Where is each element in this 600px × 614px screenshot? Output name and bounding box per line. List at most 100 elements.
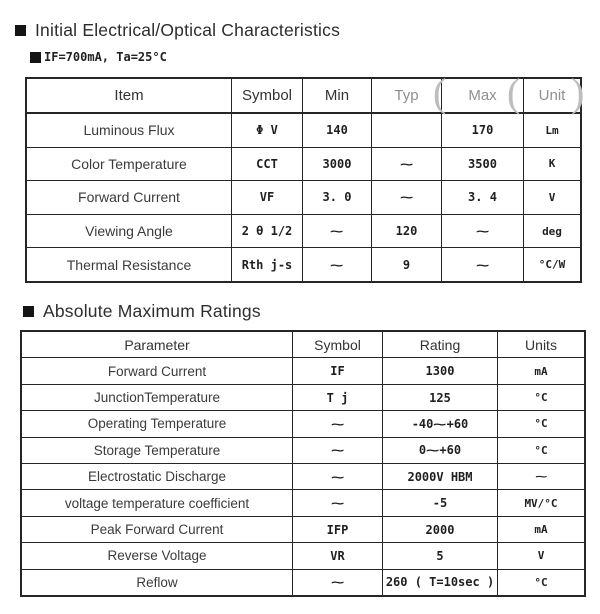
table-row: Reverse Voltage VR 5 V — [22, 543, 584, 570]
symbol-cell: VR — [293, 543, 383, 569]
rating-cell: -40 ~ +60 — [383, 411, 498, 437]
table-row: Electrostatic Discharge ~ 2000V HBM ~ — [22, 464, 584, 491]
rating-cell: 2000 — [383, 516, 498, 543]
symbol-cell: ~ — [293, 464, 383, 490]
units-cell: °C — [534, 391, 548, 405]
max-cell: 3500 — [442, 147, 524, 181]
parameter-name: Storage Temperature — [22, 437, 293, 464]
symbol-cell: Φ V — [232, 114, 303, 147]
units-cell: ~ — [534, 470, 548, 483]
symbol-cell: IF — [293, 358, 383, 384]
typ-cell: ~ — [372, 147, 442, 181]
rating-cell: 5 — [383, 543, 498, 569]
rating-cell: 0 ~ +60 — [383, 437, 498, 464]
typ-cell: 9 — [372, 248, 442, 281]
table-row: Luminous Flux Φ V 140 170 Lm — [27, 114, 580, 148]
min-cell: 3000 — [303, 147, 372, 181]
table-row: Thermal Resistance Rth j-s ~ 9 ~ °C/W — [27, 248, 580, 281]
header-symbol: Symbol — [232, 79, 303, 112]
min-cell: 140 — [303, 114, 372, 147]
units-cell: mA — [534, 364, 548, 378]
item-name: Luminous Flux — [27, 114, 232, 147]
symbol-cell: ~ — [293, 437, 383, 464]
units-cell: °C — [534, 575, 548, 589]
max-cell: 3. 4 — [442, 181, 524, 214]
table-row: voltage temperature coefficient ~ -5 MV/… — [22, 490, 584, 517]
units-cell: V — [537, 549, 545, 563]
parameter-name: Operating Temperature — [22, 411, 293, 437]
max-cell: ~ — [442, 248, 524, 281]
table-row: JunctionTemperature T j 125 °C — [22, 384, 584, 412]
rating-cell: 125 — [383, 384, 498, 411]
unit-cell: °C/W — [538, 258, 566, 272]
section1-title: Initial Electrical/Optical Characteristi… — [15, 20, 340, 41]
symbol-cell: ~ — [293, 490, 383, 516]
header-typ: Typ — [372, 79, 442, 112]
bullet-square-icon — [23, 306, 34, 317]
symbol-cell: CCT — [232, 147, 303, 181]
table-row: Color Temperature CCT 3000 ~ 3500 K — [27, 147, 580, 182]
max-cell: 170 — [442, 114, 524, 147]
test-condition-note: IF=700mA, Ta=25°C — [30, 50, 167, 64]
unit-cell: K — [548, 157, 556, 171]
electro-optical-table: Item Symbol Min Typ Max Unit Luminous Fl… — [25, 77, 582, 283]
parameter-name: Reverse Voltage — [22, 543, 293, 569]
max-cell: ~ — [442, 214, 524, 248]
bullet-square-icon — [15, 25, 26, 36]
unit-cell: deg — [542, 224, 562, 238]
rating-cell: 260 ( T=10sec ) — [383, 569, 498, 596]
table-header-row: Item Symbol Min Typ Max Unit — [27, 79, 580, 114]
table-row: Reflow ~ 260 ( T=10sec ) °C — [22, 569, 584, 596]
parameter-name: voltage temperature coefficient — [22, 490, 293, 516]
header-unit: Unit — [538, 87, 566, 104]
parameter-name: Forward Current — [22, 358, 293, 384]
parameter-name: JunctionTemperature — [22, 384, 293, 411]
item-name: Thermal Resistance — [27, 248, 232, 281]
symbol-cell: ~ — [293, 569, 383, 596]
header-min: Min — [303, 79, 372, 112]
table-row: Operating Temperature ~ -40 ~ +60 °C — [22, 411, 584, 438]
min-cell: 3. 0 — [303, 181, 372, 214]
header-parameter: Parameter — [22, 332, 293, 358]
symbol-cell: IFP — [293, 516, 383, 543]
typ-cell: 120 — [372, 214, 442, 248]
test-condition-text: IF=700mA, Ta=25°C — [44, 50, 167, 64]
symbol-cell: ~ — [293, 411, 383, 437]
rating-cell: -5 — [383, 490, 498, 516]
table-header-row: Parameter Symbol Rating Units — [22, 332, 584, 359]
units-cell: °C — [534, 443, 548, 457]
parameter-name: Electrostatic Discharge — [22, 464, 293, 490]
section1-title-text: Initial Electrical/Optical Characteristi… — [35, 20, 341, 40]
parameter-name: Peak Forward Current — [22, 516, 293, 543]
symbol-cell: VF — [232, 181, 303, 214]
symbol-cell: 2 θ 1/2 — [232, 214, 303, 248]
section2-title: Absolute Maximum Ratings — [23, 301, 261, 322]
absolute-maximum-ratings-table: Parameter Symbol Rating Units Forward Cu… — [20, 330, 586, 597]
symbol-cell: T j — [293, 384, 383, 411]
section2-title-text: Absolute Maximum Ratings — [43, 301, 261, 321]
table-row: Storage Temperature ~ 0 ~ +60 °C — [22, 437, 584, 465]
item-name: Color Temperature — [27, 147, 232, 181]
typ-cell — [372, 114, 442, 147]
rating-cell: 2000V HBM — [383, 464, 498, 490]
header-item: Item — [27, 79, 232, 112]
table-row: Forward Current IF 1300 mA — [22, 358, 584, 385]
header-rating: Rating — [383, 332, 498, 358]
item-name: Viewing Angle — [27, 214, 232, 248]
unit-cell: Lm — [545, 123, 559, 137]
symbol-cell: Rth j-s — [232, 248, 303, 281]
unit-cell: V — [548, 190, 556, 204]
min-cell: ~ — [303, 248, 372, 281]
min-cell: ~ — [303, 214, 372, 248]
rating-cell: 1300 — [383, 358, 498, 384]
typ-cell: ~ — [372, 181, 442, 214]
table-row: Forward Current VF 3. 0 ~ 3. 4 V — [27, 181, 580, 215]
table-row: Viewing Angle 2 θ 1/2 ~ 120 ~ deg — [27, 214, 580, 249]
parameter-name: Reflow — [22, 569, 293, 596]
header-symbol: Symbol — [293, 332, 383, 358]
item-name: Forward Current — [27, 181, 232, 214]
units-cell: mA — [534, 523, 548, 537]
units-cell: °C — [534, 417, 548, 431]
units-cell: MV/°C — [524, 496, 558, 510]
